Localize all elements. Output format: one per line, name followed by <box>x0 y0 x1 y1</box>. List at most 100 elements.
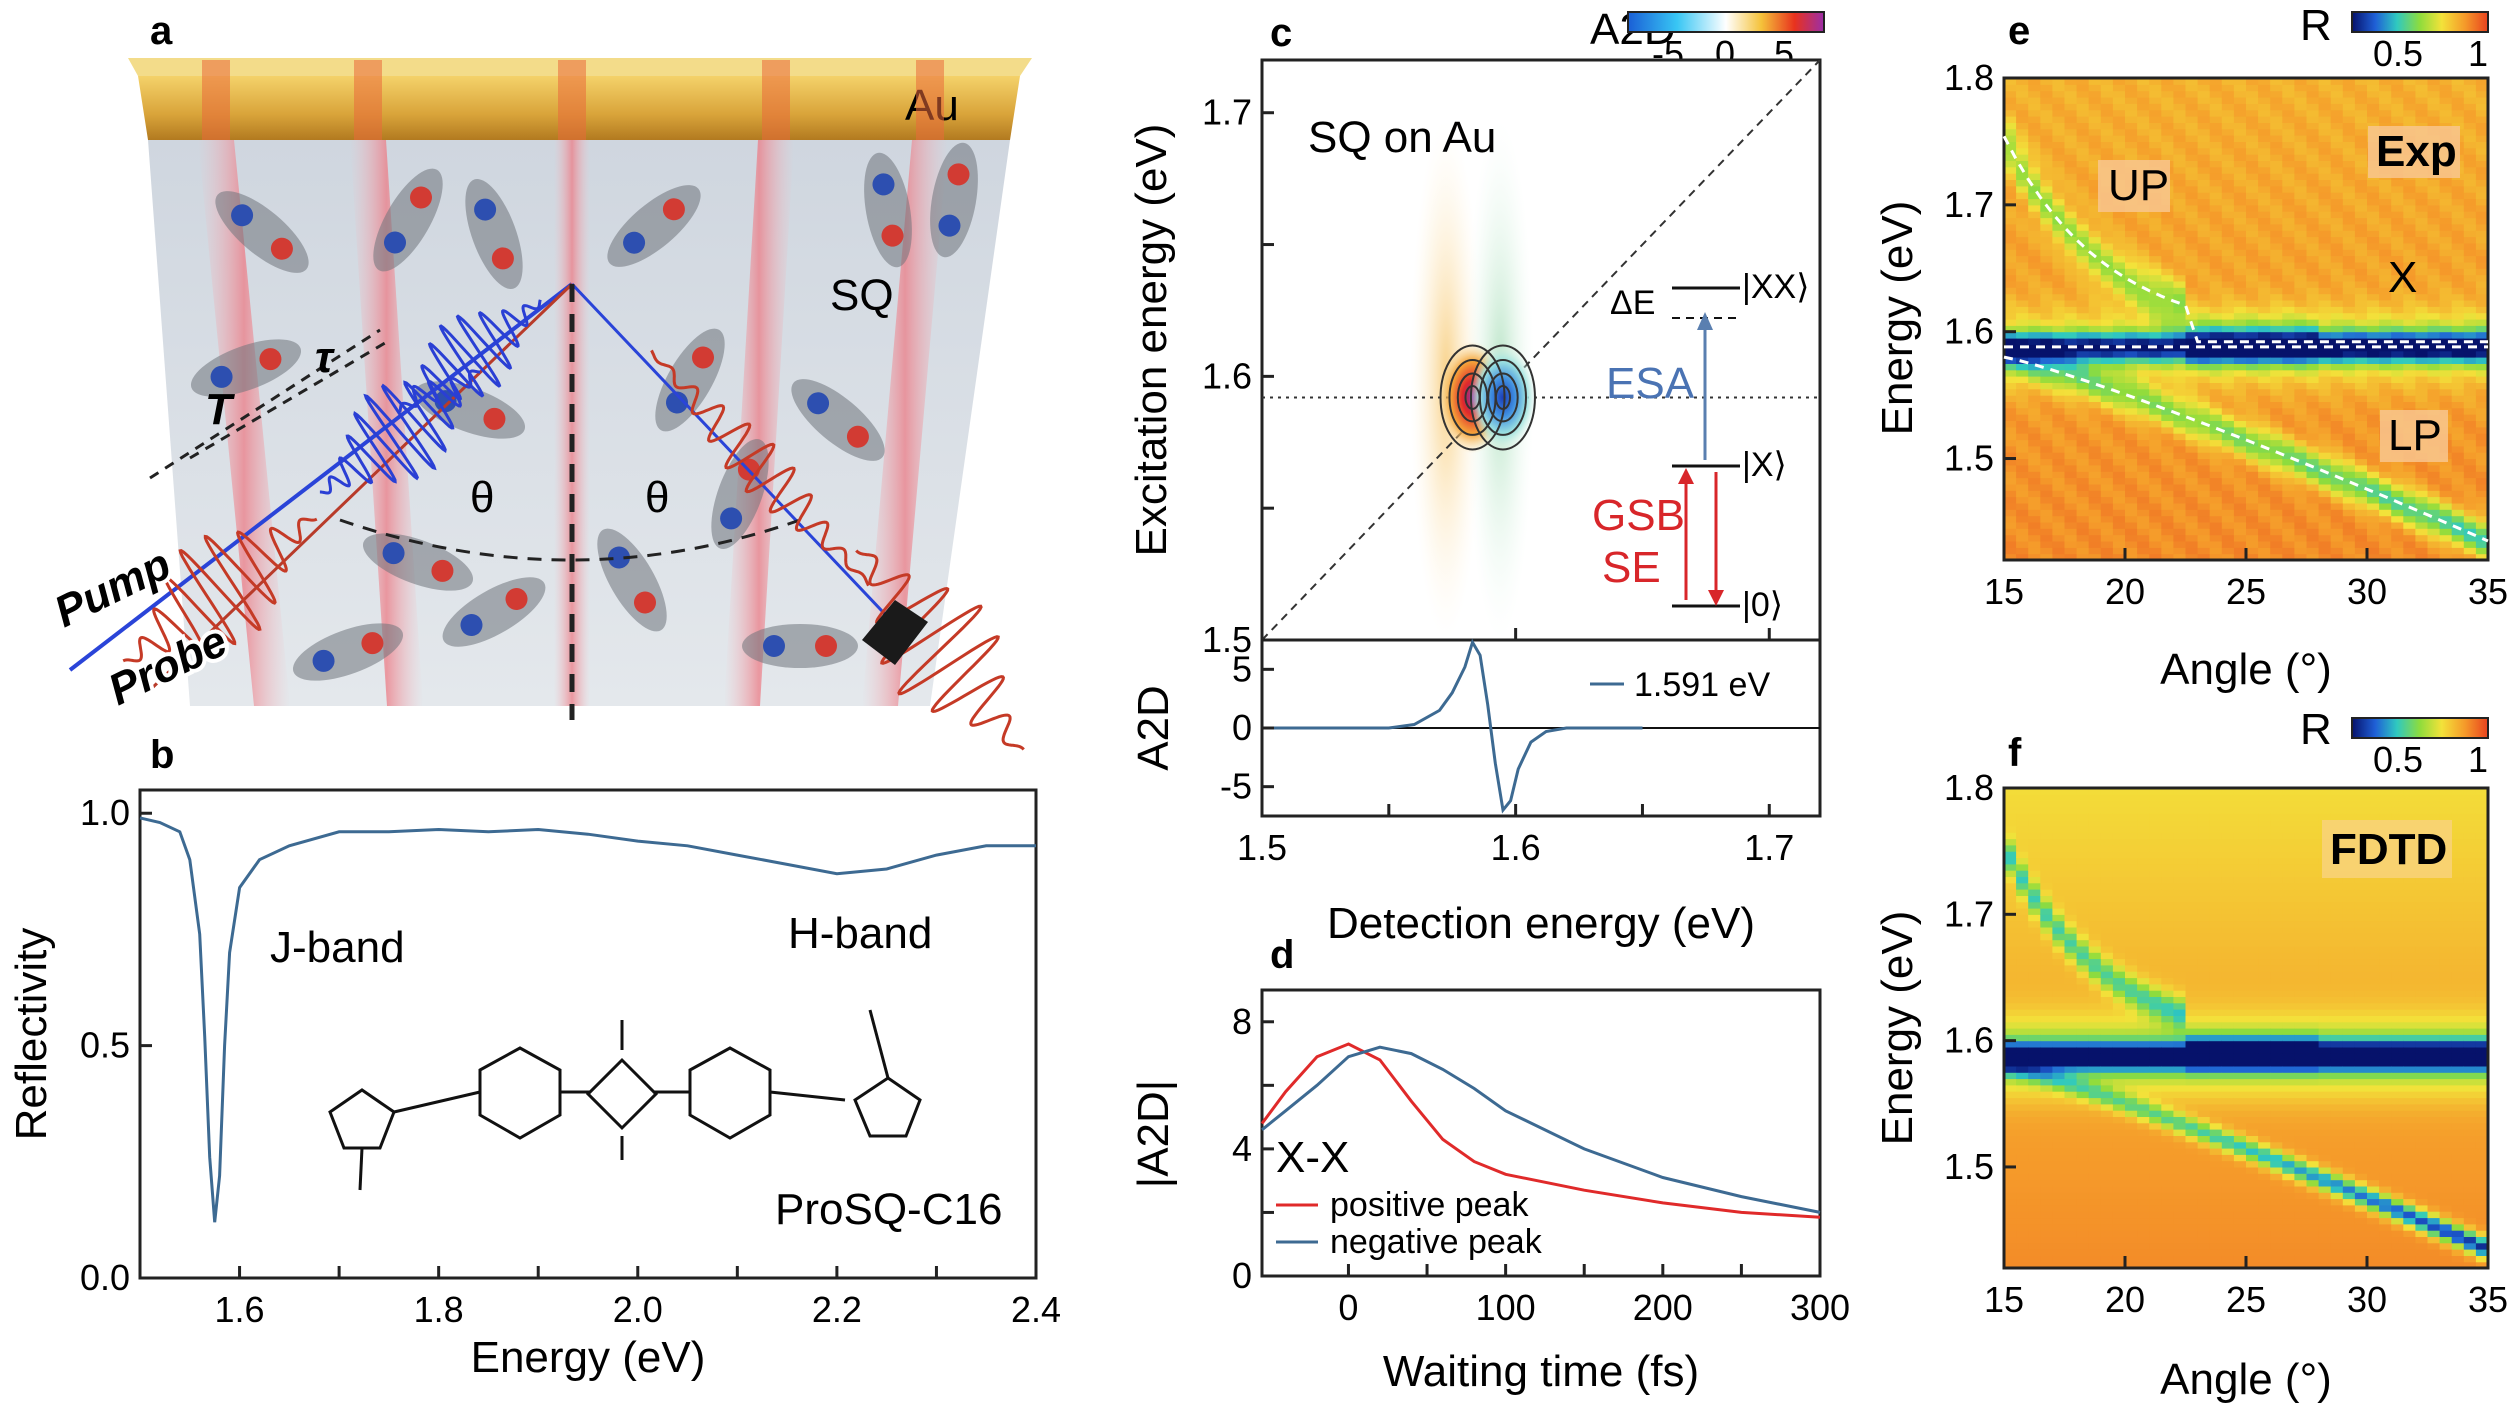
heatmap-cell <box>2088 141 2102 149</box>
heatmap-cell <box>2209 471 2223 479</box>
heatmap-cell <box>2258 1103 2271 1111</box>
heatmap-cell <box>2088 331 2102 339</box>
heatmap-cell <box>2173 185 2187 193</box>
heatmap-cell <box>2100 971 2114 979</box>
heatmap-cell <box>2052 268 2066 276</box>
heatmap-cell <box>2354 116 2368 123</box>
heatmap-cell <box>2076 179 2090 187</box>
heatmap-cell <box>2076 926 2090 934</box>
sq-on-au-label: SQ on Au <box>1308 113 1496 162</box>
heatmap-cell <box>2475 464 2489 472</box>
heatmap-cell <box>2318 147 2332 155</box>
heatmap-cell <box>2100 141 2114 149</box>
heatmap-cell <box>2391 293 2404 301</box>
heatmap-cell <box>2064 109 2078 117</box>
heatmap-cell <box>2100 889 2114 896</box>
heatmap-cell <box>2221 84 2235 92</box>
heatmap-cell <box>2282 496 2295 504</box>
heatmap-cell <box>2197 116 2211 123</box>
heatmap-cell <box>2209 1116 2223 1124</box>
heatmap-cell <box>2318 97 2332 104</box>
heatmap-cell <box>2016 1034 2029 1042</box>
heatmap-cell <box>2197 84 2211 92</box>
heatmap-cell <box>2233 325 2247 333</box>
heatmap-cell <box>2209 90 2223 98</box>
heatmap-cell <box>2185 1255 2199 1263</box>
heatmap-cell <box>2028 433 2041 441</box>
heatmap-cell <box>2282 185 2295 193</box>
heatmap-cell <box>2028 819 2041 827</box>
heatmap-cell <box>2463 325 2477 333</box>
heatmap-cell <box>2233 870 2247 877</box>
heatmap-cell <box>2185 242 2199 250</box>
heatmap-cell <box>2391 344 2404 352</box>
heatmap-cell <box>2209 895 2223 903</box>
heatmap-cell <box>2137 1046 2150 1054</box>
heatmap-cell <box>2004 977 2017 985</box>
heatmap-cell <box>2415 261 2429 269</box>
heatmap-cell <box>2028 192 2041 200</box>
heatmap-cell <box>2233 344 2247 352</box>
heatmap-cell <box>2161 1084 2174 1092</box>
heatmap-cell <box>2306 401 2320 409</box>
heatmap-cell <box>2016 1249 2029 1256</box>
heatmap-cell <box>2088 882 2102 890</box>
dipole-minus <box>623 231 646 254</box>
heatmap-cell <box>2100 268 2114 276</box>
heatmap-cell <box>2149 147 2162 155</box>
heatmap-cell <box>2016 800 2029 808</box>
heatmap-cell <box>2258 819 2271 827</box>
heatmap-cell <box>2258 1179 2271 1187</box>
heatmap-cell <box>2185 889 2199 896</box>
heatmap-cell <box>2233 1217 2247 1225</box>
heatmap-cell <box>2282 344 2295 352</box>
heatmap-cell <box>2354 483 2368 491</box>
heatmap-cell <box>2173 350 2187 358</box>
heatmap-cell <box>2016 319 2029 326</box>
heatmap-cell <box>2403 395 2416 402</box>
heatmap-cell <box>2246 1116 2259 1124</box>
heatmap-cell <box>2016 870 2029 877</box>
dipole-minus <box>807 392 830 415</box>
heatmap-cell <box>2185 103 2199 111</box>
heatmap-cell <box>2475 211 2489 219</box>
heatmap-cell <box>2016 990 2029 997</box>
heatmap-cell <box>2173 1179 2187 1187</box>
heatmap-cell <box>2342 534 2356 542</box>
heatmap-cell <box>2233 1009 2247 1016</box>
heatmap-cell <box>2246 166 2259 174</box>
heatmap-cell <box>2173 1078 2187 1086</box>
heatmap-cell <box>2149 376 2162 383</box>
heatmap-cell <box>2004 958 2017 966</box>
heatmap-cell <box>2137 1230 2150 1237</box>
heatmap-cell <box>2137 141 2150 149</box>
heatmap-cell <box>2246 1230 2259 1237</box>
heatmap-cell <box>2209 160 2223 168</box>
heatmap-cell <box>2100 1059 2114 1067</box>
heatmap-cell <box>2367 211 2380 219</box>
heatmap-cell <box>2028 1116 2041 1124</box>
heatmap-cell <box>2209 287 2223 295</box>
heatmap-cell <box>2270 287 2283 295</box>
heatmap-cell <box>2125 496 2138 504</box>
heatmap-cell <box>2052 1242 2066 1250</box>
heatmap-cell <box>2052 515 2066 523</box>
heatmap-cell <box>2246 300 2259 307</box>
heatmap-cell <box>2306 198 2320 206</box>
heatmap-cell <box>2282 268 2295 276</box>
heatmap-cell <box>2088 166 2102 174</box>
heatmap-cell <box>2221 477 2235 485</box>
heatmap-cell <box>2197 908 2211 915</box>
heatmap-cell <box>2076 945 2090 953</box>
heatmap-cell <box>2282 357 2295 364</box>
heatmap-cell <box>2112 439 2126 447</box>
heatmap-cell <box>2076 502 2090 510</box>
heatmap-cell <box>2149 122 2162 130</box>
heatmap-cell <box>2100 1065 2114 1073</box>
heatmap-cell <box>2173 964 2187 972</box>
heatmap-cell <box>2064 300 2078 307</box>
heatmap-cell <box>2258 97 2271 104</box>
heatmap-cell <box>2040 426 2053 434</box>
heatmap-cell <box>2209 1173 2223 1181</box>
heatmap-cell <box>2076 1084 2090 1092</box>
